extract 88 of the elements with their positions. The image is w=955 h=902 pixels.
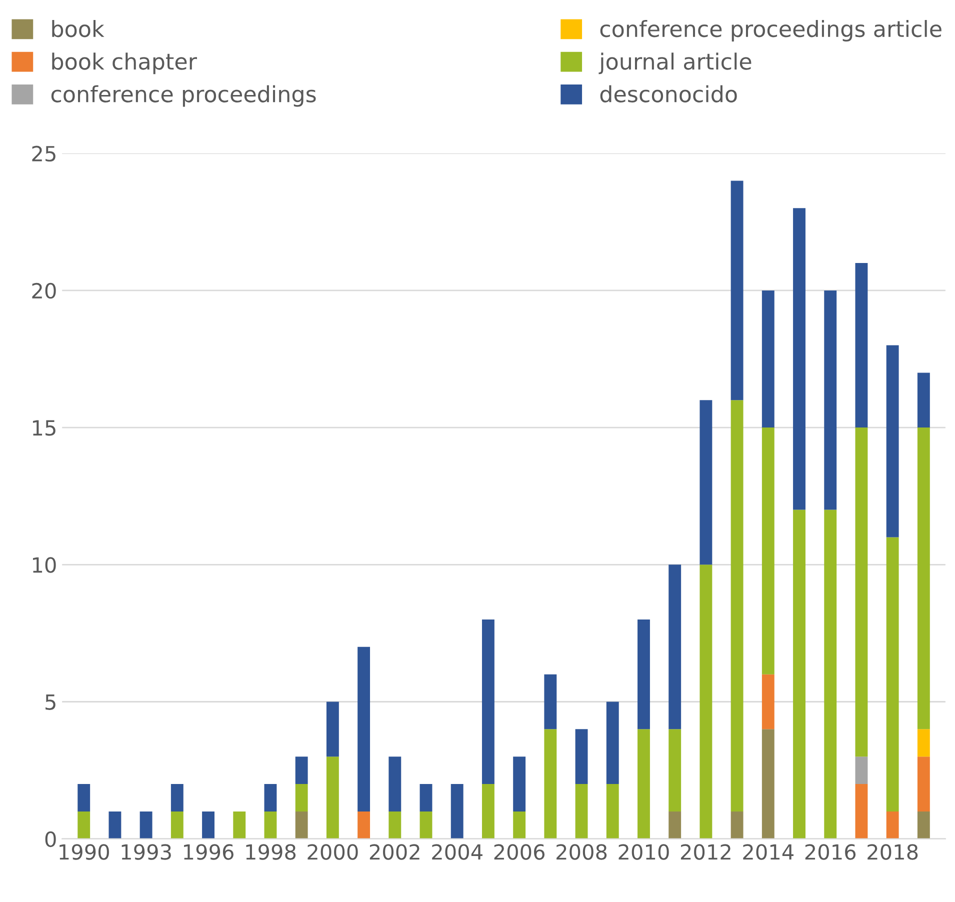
- bar: [886, 537, 899, 812]
- bar: [78, 811, 90, 839]
- bar: [762, 428, 774, 674]
- bar: [762, 729, 774, 839]
- bar: [917, 756, 930, 812]
- x-tick-label: 2004: [432, 844, 482, 860]
- bar: [606, 702, 619, 784]
- bar: [917, 372, 930, 428]
- bar: [420, 784, 432, 812]
- bar: [575, 729, 588, 784]
- bar: [78, 784, 90, 812]
- bar: [264, 784, 277, 812]
- bar: [855, 784, 868, 839]
- bar: [824, 510, 837, 839]
- bar: [638, 729, 650, 839]
- bar: [575, 784, 588, 839]
- legend-label: conference proceedings article: [600, 20, 942, 42]
- bar: [420, 811, 432, 839]
- y-tick-label: 5: [46, 694, 56, 710]
- x-tick-label: 2002: [370, 844, 420, 860]
- y-tick-label: 10: [32, 557, 56, 573]
- x-tick-label: 2008: [556, 844, 607, 860]
- x-tick-label: 2018: [868, 844, 918, 860]
- x-tick-label: 1990: [60, 844, 109, 860]
- bar: [730, 811, 744, 839]
- y-tick-label: 25: [32, 146, 56, 162]
- x-tick-label: 1993: [122, 844, 171, 860]
- bar: [388, 756, 402, 812]
- x-tick-label: 1996: [184, 844, 234, 860]
- bar: [170, 811, 184, 839]
- bar: [917, 729, 930, 757]
- bar: [762, 290, 774, 428]
- bar: [700, 400, 712, 565]
- bar: [513, 756, 526, 812]
- bar: [326, 702, 339, 757]
- x-tick-label: 2006: [494, 844, 545, 860]
- legend-label: desconocido: [600, 85, 737, 102]
- bar: [668, 729, 682, 812]
- bar: [202, 811, 214, 839]
- legend-label: conference proceedings: [51, 85, 316, 107]
- bar: [793, 208, 806, 510]
- x-tick-label: 2000: [308, 844, 358, 860]
- bar: [140, 811, 152, 839]
- bar: [326, 756, 339, 839]
- bar: [638, 619, 650, 730]
- bar: [886, 345, 899, 538]
- y-tick-label: 0: [45, 831, 56, 848]
- bar: [824, 290, 837, 510]
- bar: [264, 811, 277, 839]
- bar: [793, 510, 806, 839]
- legend-label: book chapter: [52, 52, 197, 74]
- x-tick-label: 2010: [618, 844, 669, 860]
- y-tick-label: 20: [32, 282, 56, 299]
- bar: [170, 784, 184, 812]
- bar: [544, 674, 557, 730]
- bar: [450, 784, 464, 839]
- x-tick-label: 1998: [246, 844, 296, 860]
- bar: [295, 784, 308, 812]
- bar: [668, 811, 682, 839]
- x-tick-label: 2012: [680, 844, 730, 860]
- y-tick-label: 15: [32, 420, 56, 436]
- bar: [762, 674, 774, 730]
- bar: [606, 784, 619, 839]
- bar: [544, 729, 557, 839]
- bar: [730, 400, 744, 812]
- legend-label: book: [52, 20, 104, 38]
- bar: [513, 811, 526, 839]
- x-tick-label: 2016: [805, 844, 856, 860]
- x-tick-label: 2014: [743, 844, 794, 860]
- bar: [886, 811, 899, 839]
- bar: [295, 811, 308, 839]
- bar: [108, 811, 122, 839]
- bar: [388, 811, 402, 839]
- bar: [855, 756, 868, 784]
- bar: [855, 428, 868, 757]
- bar: [482, 619, 494, 784]
- bar: [233, 811, 246, 839]
- legend-label: journal article: [598, 52, 752, 74]
- bar: [855, 263, 868, 428]
- bar: [482, 784, 494, 839]
- bar: [358, 811, 370, 839]
- bar: [917, 428, 930, 730]
- bar: [917, 811, 930, 839]
- bar: [668, 564, 682, 730]
- bar: [730, 180, 744, 400]
- bar: [358, 646, 370, 812]
- bar: [700, 564, 712, 839]
- bar: [295, 756, 308, 784]
